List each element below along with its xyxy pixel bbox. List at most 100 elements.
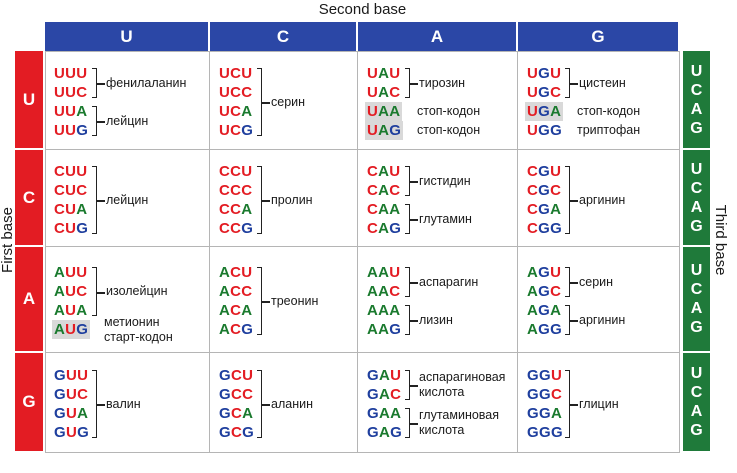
amino-acid-label: пролин [271,193,313,207]
amino-acid-label: аспарагиновая [419,370,506,384]
codon-group-bracket-tick [410,181,418,183]
codon: UCU [219,65,253,82]
amino-acid-label: глутаминовая [419,408,500,422]
amino-acid-label: валин [106,397,141,411]
codon-cell-uu: UUU UUC UUA UUG фенилаланин лейцин [45,51,210,150]
amino-acid-label: серин [271,95,306,109]
codon: UGU [527,65,562,82]
codon-cell-ug: UGU UGC UGA UGG цистеин стоп-кодон триптофан [518,51,680,150]
codon: GGC [527,386,563,403]
amino-acid-label: аргинин [579,313,626,327]
codon-group-bracket [92,106,97,136]
codon: GAG [367,424,403,441]
amino-acid-label: гистидин [419,174,471,188]
third-base-letter: A [690,198,703,216]
codon: GCA [219,405,254,422]
amino-acid-label: изолейцин [106,284,168,298]
amino-acid-label: аспарагин [419,275,479,289]
second-base-header-a: A [358,22,518,51]
third-base-letter: A [690,300,703,317]
amino-acid-label: лизин [419,313,453,327]
codon-cell-ag: AGU AGC AGA AGG серин аргинин [518,247,680,353]
second-base-header-u: U [45,22,210,51]
first-base-header-c: C [15,150,43,247]
amino-acid-label: стоп-кодон [417,123,481,137]
codon-group-bracket-tick [262,200,270,202]
first-base-header-a: A [15,247,43,353]
codon: AGC [527,283,562,300]
codon-group-bracket [92,267,97,316]
codon: GGA [527,405,563,422]
codon-group-bracket-tick [97,200,105,202]
codon: GCG [219,424,255,441]
codon: GUA [54,405,89,422]
codon: AAG [367,321,402,338]
codon-group-bracket-tick [410,320,418,322]
codon-group-bracket-tick [97,404,105,406]
codon-group-bracket-tick [410,423,418,425]
codon-cell-uc: UCU UCC UCA UCG серин [210,51,358,150]
codon: GAA [367,405,402,422]
codon: CGG [527,220,563,237]
codon: CAA [367,201,401,218]
codon: UCC [219,84,253,101]
third-base-letter: G [690,422,703,439]
amino-acid-label: триптофан [577,123,641,137]
third-base-letter: U [690,262,703,279]
codon: AGG [527,321,563,338]
codon: ACU [219,264,253,281]
codon: UCA [219,103,253,120]
amino-acid-label: цистеин [579,76,626,90]
third-base-letter: G [690,217,703,235]
codon-cell-gc: GCU GCC GCA GCG аланин [210,353,358,453]
codon: CUG [54,220,89,237]
codon: UCG [219,122,254,139]
codon: UUU [54,65,88,82]
codon: CUC [54,182,88,199]
third-base-letter: U [690,160,703,178]
codon-cell-gu: GUU GUC GUA GUG валин [45,353,210,453]
codon: GCC [219,386,254,403]
codon: GAC [367,386,402,403]
amino-acid-label: глутамин [419,212,472,226]
codon: CAC [367,182,401,199]
amino-acid-label: стоп-кодон [417,104,481,118]
codon: AGA [527,302,562,319]
codon-group-bracket-tick [262,301,270,303]
third-base-letter: A [690,100,703,118]
third-base-letter: G [690,319,703,336]
codon-cell-aa: AAU AAC AAA AAG аспарагин лизин [358,247,518,353]
amino-acid-label: глицин [579,397,619,411]
codon-cell-gg: GGU GGC GGA GGG глицин [518,353,680,453]
codon-group-bracket [257,370,262,438]
amino-acid-label: лейцин [106,193,149,207]
codon: UGC [527,84,562,101]
codon-group-bracket-tick [410,385,418,387]
codon-group-bracket [565,305,570,335]
codon: UUG [54,122,89,139]
amino-acid-label: метионин [104,315,160,329]
codon-group-bracket-tick [262,102,270,104]
second-base-header-c: C [210,22,358,51]
codon: CGU [527,163,562,180]
codon: AUU [54,264,88,281]
codon: ACA [219,302,253,319]
codon-cell-cg: CGU CGC CGA CGG аргинин [518,150,680,247]
third-base-letter: C [690,281,703,298]
codon-group-bracket-tick [570,83,578,85]
codon: AAC [367,283,401,300]
codon: UAG [365,121,404,140]
third-base-letter: A [690,403,703,420]
codon: CGC [527,182,562,199]
codon: UUC [54,84,88,101]
codon-group-bracket [405,408,410,438]
first-base-header-u: U [15,51,43,150]
codon-group-bracket [405,204,410,234]
codon: AGU [527,264,562,281]
codon-group-bracket-tick [570,282,578,284]
codon: GGU [527,367,563,384]
codon-group-bracket-tick [97,83,105,85]
codon: CGA [527,201,562,218]
